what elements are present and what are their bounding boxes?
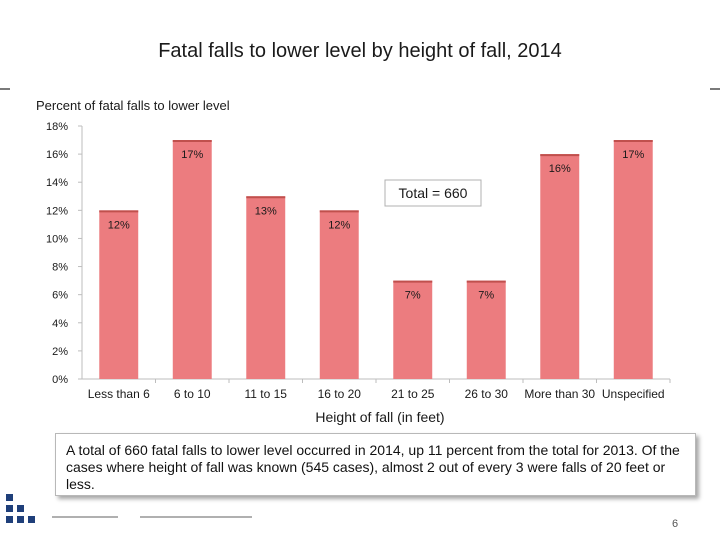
x-tick-label: Less than 6 (88, 387, 150, 401)
bar-7 (540, 154, 580, 379)
bar-value-label: 7% (405, 290, 421, 302)
x-axis-label: Height of fall (in feet) (315, 409, 444, 425)
y-tick-label: 18% (46, 121, 68, 133)
y-tick-label: 10% (46, 233, 68, 245)
bar-value-label: 17% (622, 149, 644, 161)
bar-1 (99, 210, 139, 379)
x-tick-label: Unspecified (602, 387, 665, 401)
footer-rule-right (140, 516, 252, 518)
x-tick-label: 21 to 25 (391, 387, 435, 401)
x-tick-label: 16 to 20 (318, 387, 362, 401)
bar-8 (613, 140, 653, 379)
y-tick-label: 16% (46, 149, 68, 161)
right-edge-mark (710, 88, 720, 90)
summary-text: A total of 660 fatal falls to lower leve… (66, 442, 680, 492)
summary-box: A total of 660 fatal falls to lower leve… (55, 433, 696, 496)
bar-value-label: 16% (549, 163, 571, 175)
y-tick-label: 0% (52, 374, 68, 386)
chart-title: Fatal falls to lower level by height of … (158, 40, 562, 62)
bar-5 (393, 280, 433, 379)
y-tick-label: 12% (46, 205, 68, 217)
y-tick-label: 4% (52, 318, 68, 330)
y-tick-label: 2% (52, 346, 68, 358)
bar-value-label: 13% (255, 205, 277, 217)
x-tick-label: 26 to 30 (465, 387, 509, 401)
bar-2 (172, 140, 212, 379)
left-edge-mark (0, 88, 10, 90)
bar-chart: Percent of fatal falls to lower level 0% 2… (36, 98, 671, 425)
bar-4 (319, 210, 359, 379)
x-tick-label: More than 30 (524, 387, 595, 401)
bar-6 (466, 280, 506, 379)
y-tick-label: 6% (52, 290, 68, 302)
slide-number: 6 (672, 518, 679, 530)
bar-value-label: 17% (181, 149, 203, 161)
x-tick-label: 11 to 15 (245, 387, 288, 401)
agency-logo-icon (6, 494, 35, 523)
bar-value-label: 12% (108, 219, 130, 231)
y-axis-label: Percent of fatal falls to lower level (36, 98, 230, 113)
total-annotation: Total = 660 (399, 185, 468, 201)
y-tick-label: 8% (52, 262, 68, 274)
y-tick-label: 14% (46, 177, 68, 189)
bar-3 (246, 196, 286, 379)
x-tick-label: 6 to 10 (174, 387, 211, 401)
bar-value-label: 7% (478, 290, 494, 302)
bar-value-label: 12% (328, 219, 350, 231)
footer-rule-left (52, 516, 118, 518)
total-annotation-box (384, 179, 482, 207)
